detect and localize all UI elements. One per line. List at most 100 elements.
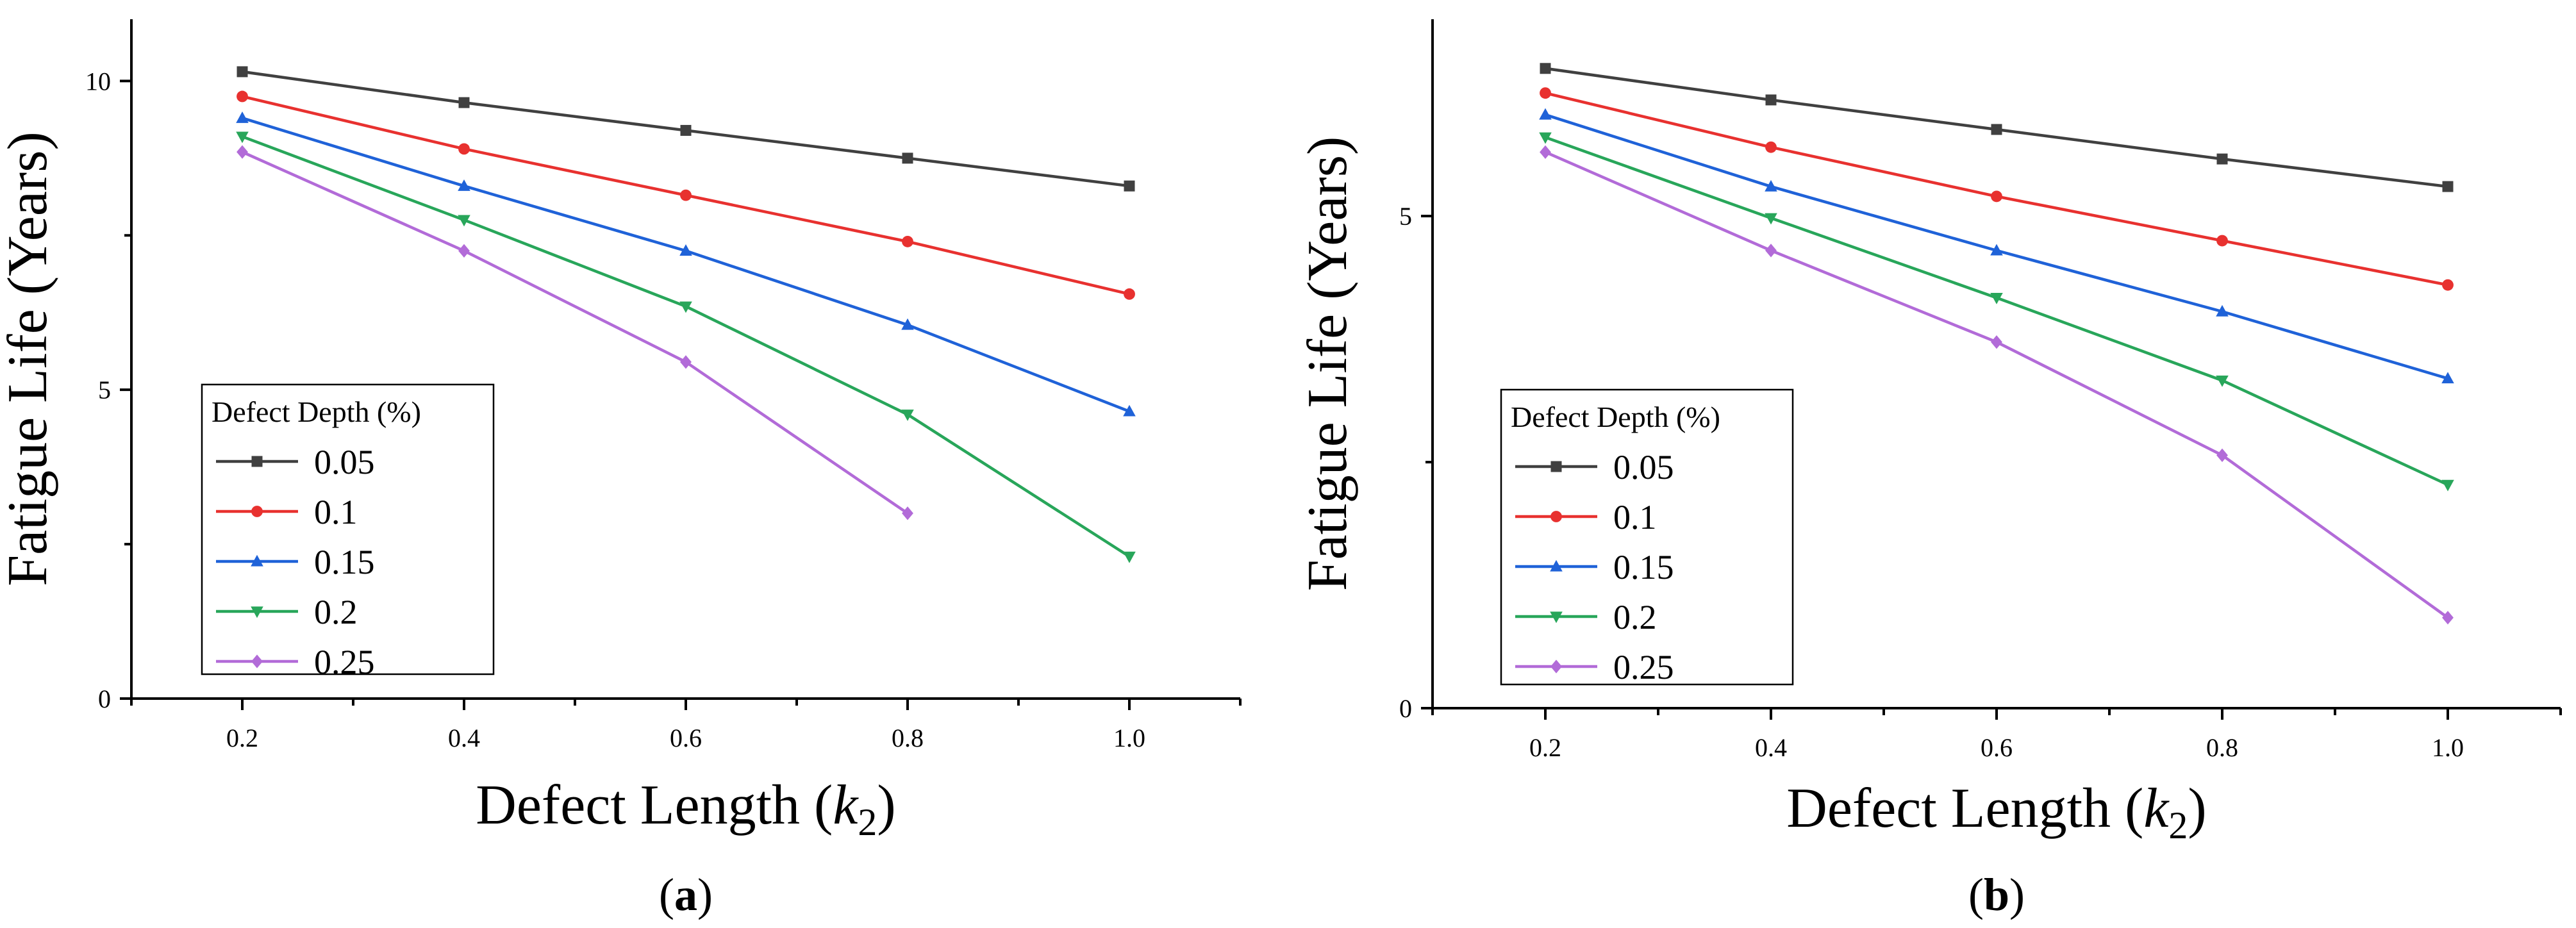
legend-label: 0.2 <box>1613 598 1657 636</box>
data-point-0.1 <box>2216 235 2228 247</box>
legend-swatch-marker <box>1550 461 1562 472</box>
x-axis-title-close: ) <box>2188 777 2206 840</box>
data-point-0.15 <box>1765 179 1777 192</box>
data-point-0.2 <box>1990 292 2003 304</box>
data-point-0.1 <box>458 143 470 155</box>
data-point-0.05 <box>2216 153 2228 165</box>
x-tick-label: 0.4 <box>448 724 480 752</box>
data-point-0.15 <box>458 179 470 191</box>
legend-swatch-marker <box>251 654 263 668</box>
data-point-0.1 <box>1540 87 1551 99</box>
data-point-0.2 <box>901 410 914 421</box>
legend-title: Defect Depth (%) <box>1511 401 1720 433</box>
panel-label: (a) <box>659 869 713 920</box>
data-point-0.15 <box>236 111 249 123</box>
data-point-0.2 <box>2441 479 2454 492</box>
data-point-0.25 <box>458 244 470 258</box>
series-line-0.1 <box>1545 91 2448 286</box>
data-point-0.15 <box>1539 108 1552 120</box>
data-point-0.1 <box>1765 141 1777 153</box>
data-point-0.15 <box>1123 404 1136 417</box>
legend-title: Defect Depth (%) <box>212 395 421 428</box>
data-point-0.25 <box>680 355 692 369</box>
legend-label: 0.1 <box>314 493 358 531</box>
y-axis-title: Fatigue Life (Years) <box>1297 137 1359 592</box>
data-point-0.25 <box>1765 244 1777 258</box>
y-tick-label: 5 <box>98 376 111 404</box>
data-point-0.1 <box>902 235 913 247</box>
data-point-0.2 <box>458 215 470 227</box>
x-tick-label: 0.6 <box>670 724 702 752</box>
data-point-0.2 <box>236 131 249 144</box>
x-tick-label: 0.8 <box>2206 733 2238 762</box>
legend-swatch-marker <box>1550 559 1563 572</box>
x-axis-title: Defect Length (k2) <box>1786 777 2206 847</box>
data-point-0.1 <box>2442 279 2454 291</box>
x-tick-label: 0.6 <box>1981 733 2013 762</box>
y-tick-label: 10 <box>85 67 111 95</box>
data-point-0.1 <box>680 189 692 201</box>
x-axis-title-text: Defect Length ( <box>1786 777 2143 840</box>
data-point-0.2 <box>1765 213 1777 225</box>
legend-box <box>1500 388 1794 686</box>
data-point-0.05 <box>680 124 692 136</box>
data-point-0.05 <box>1991 124 2002 135</box>
x-axis-title-text: Defect Length ( <box>476 774 833 836</box>
data-point-0.2 <box>679 301 692 313</box>
data-point-0.05 <box>1765 94 1777 106</box>
data-point-0.2 <box>1123 551 1136 563</box>
data-point-0.05 <box>458 97 470 108</box>
data-point-0.05 <box>1124 180 1135 192</box>
panel-label-letter: a <box>674 869 697 920</box>
x-tick-label: 0.4 <box>1755 733 1787 762</box>
x-axis-title-close: ) <box>877 774 895 836</box>
panel-label-close: ) <box>697 869 713 920</box>
series-line-0.25 <box>242 151 909 515</box>
legend-swatch-marker <box>251 456 263 467</box>
data-point-0.1 <box>1124 288 1135 300</box>
legend-swatch-marker <box>251 506 263 517</box>
legend-label: 0.25 <box>314 643 375 681</box>
y-tick-label: 5 <box>1399 202 1412 231</box>
legend-label: 0.05 <box>314 443 375 481</box>
chart-panel-a: 0.2 0.4 0.6 0.8 1.0 0 5 10 Fatigue Life (Years) D… <box>0 19 1242 920</box>
data-point-0.05 <box>2442 181 2454 192</box>
legend-label: 0.15 <box>314 543 375 581</box>
data-point-0.25 <box>1540 145 1551 159</box>
data-point-0.15 <box>1990 244 2003 256</box>
data-point-0.15 <box>901 318 914 330</box>
data-point-0.1 <box>1991 190 2002 203</box>
x-tick-label: 1.0 <box>1113 724 1145 752</box>
legend-label: 0.1 <box>1613 498 1657 536</box>
data-point-0.25 <box>902 506 913 520</box>
x-tick-label: 0.8 <box>892 724 924 752</box>
data-point-0.15 <box>679 244 692 256</box>
panel-label-open: ( <box>1968 869 1984 920</box>
panel-label-close: ) <box>2009 869 2025 920</box>
x-axis-title-variable: k <box>2143 777 2170 840</box>
legend-label: 0.15 <box>1613 548 1674 586</box>
x-axis-title-subscript: 2 <box>2168 804 2188 847</box>
y-tick-label: 0 <box>1399 694 1412 723</box>
panel-label-open: ( <box>659 869 674 920</box>
legend-swatch-marker <box>1550 511 1562 522</box>
y-tick-label: 0 <box>98 684 111 713</box>
data-point-0.25 <box>237 145 248 159</box>
x-axis-title-variable: k <box>833 774 859 836</box>
data-point-0.15 <box>2216 304 2229 317</box>
panel-label-letter: b <box>1984 869 2009 920</box>
legend-swatch-marker <box>251 554 263 567</box>
data-point-0.1 <box>237 90 248 103</box>
x-axis-title: Defect Length (k2) <box>476 774 895 843</box>
data-point-0.2 <box>1539 132 1552 144</box>
legend-label: 0.25 <box>1613 648 1674 686</box>
legend-box <box>201 383 495 675</box>
data-point-0.05 <box>237 66 248 78</box>
data-point-0.25 <box>1991 335 2002 349</box>
x-tick-label: 0.2 <box>1529 733 1561 762</box>
legend-label: 0.05 <box>1613 448 1674 486</box>
x-axis-title-subscript: 2 <box>858 801 877 843</box>
data-point-0.2 <box>2216 375 2229 387</box>
legend-swatch-marker <box>251 606 263 618</box>
